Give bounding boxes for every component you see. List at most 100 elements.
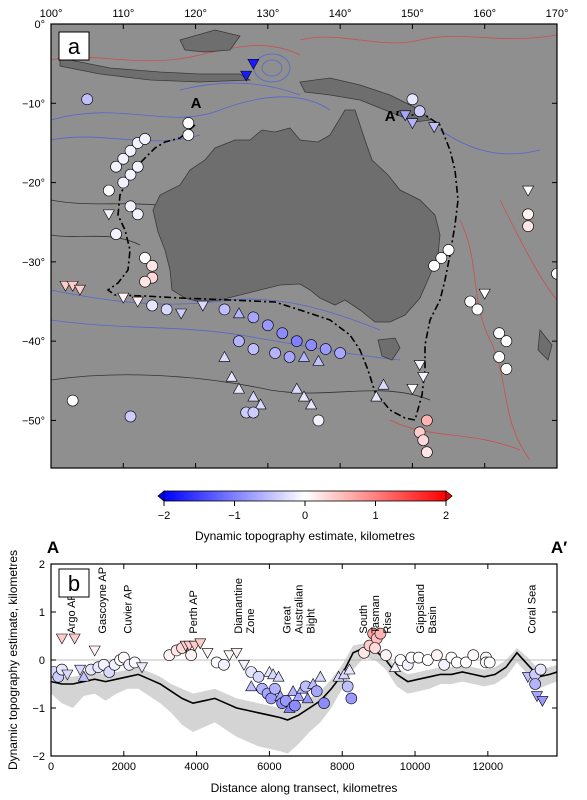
map-observation-marker xyxy=(493,351,505,363)
profile-observation-marker xyxy=(374,627,387,640)
map-observation-marker xyxy=(551,267,557,280)
feature-annotation: Argo AP xyxy=(66,593,78,633)
profile-observation-marker xyxy=(230,648,243,659)
map-x-tick-label: 130° xyxy=(256,8,279,20)
map-observation-marker xyxy=(406,118,419,130)
map-observation-marker xyxy=(283,351,296,363)
profile-y-tick-label: −2 xyxy=(32,751,45,763)
profile-x-tick-label: 6000 xyxy=(257,761,281,773)
profile-observation-marker xyxy=(68,633,81,645)
feature-annotation-line: Perth AP xyxy=(188,590,200,633)
profile-x-tick-label: 8000 xyxy=(330,761,354,773)
map-x-tick-labels: 100° 110° 120° 130° 140° 150° 160° 170° xyxy=(40,8,569,20)
red-contour xyxy=(499,199,557,301)
map-observation-marker xyxy=(247,343,260,355)
map-observation-marker xyxy=(196,300,209,312)
blue-contour xyxy=(51,319,401,361)
map-observation-marker xyxy=(247,311,260,324)
map-observation-marker xyxy=(218,350,231,362)
map-observation-marker xyxy=(435,252,448,264)
tasmania-landmass xyxy=(377,337,401,361)
feature-annotation: Gascoyne AP xyxy=(97,567,109,634)
profile-observation-marker xyxy=(310,685,323,698)
map-observation-marker xyxy=(225,370,238,382)
panel-b-label-box xyxy=(58,568,90,598)
profile-tick-marks: 0 2000 4000 6000 8000 10000 12000 2 1 0 −1 −2 xyxy=(32,559,557,773)
map-observation-marker xyxy=(522,208,534,221)
map-observation-marker xyxy=(232,382,245,394)
map-observation-marker xyxy=(377,378,390,390)
map-observation-marker xyxy=(297,350,311,362)
map-observation-marker xyxy=(131,208,144,221)
profile-observation-marker xyxy=(77,670,90,682)
map-observation-marker xyxy=(232,307,245,319)
map-observation-marker xyxy=(464,295,477,308)
map-observation-marker xyxy=(290,335,303,347)
new-zealand-landmass xyxy=(537,328,553,361)
profile-y-axis-label: Dynamic topography estimate, kilometres xyxy=(6,550,20,770)
colorbar-label: Dynamic topography estimate, kilometres xyxy=(195,529,415,543)
map-transect-start-label: A xyxy=(191,95,202,112)
profile-observation-marker xyxy=(534,663,547,676)
map-observation-marker xyxy=(124,410,137,423)
map-observation-marker xyxy=(160,303,173,316)
map-observation-marker xyxy=(247,406,260,419)
profile-observation-marker xyxy=(61,669,74,681)
colorbar-ticks: −2 −1 0 1 2 xyxy=(158,501,449,522)
profile-y-tick-label: 0 xyxy=(39,655,45,667)
map-observation-marker xyxy=(421,446,433,458)
red-contour xyxy=(389,419,521,451)
map-observation-marker xyxy=(319,343,332,355)
profile-observation-marker xyxy=(74,664,87,676)
map-observation-marker xyxy=(124,200,137,213)
colorbar-low-arrow xyxy=(157,490,165,502)
profile-observations xyxy=(51,627,549,713)
map-y-tick-label: −30° xyxy=(22,257,45,269)
feature-annotation-line: Gascoyne AP xyxy=(97,567,109,634)
profile-observation-marker xyxy=(287,685,300,696)
map-observation-marker xyxy=(146,260,158,272)
map-observation-marker xyxy=(399,110,412,122)
profile-transect-end-label: A′ xyxy=(551,538,567,557)
map-observation-marker xyxy=(269,347,281,359)
profile-y-tick-label: −1 xyxy=(32,703,45,715)
profile-observation-marker xyxy=(223,650,236,662)
profile-observation-marker xyxy=(467,649,480,662)
map-observation-marker xyxy=(124,145,137,157)
map-observation-marker xyxy=(522,220,534,232)
map-y-tick-label: −40° xyxy=(22,336,45,348)
panel-a-label: a xyxy=(68,34,81,59)
map-observation-marker xyxy=(276,327,289,340)
map-observation-marker xyxy=(478,288,491,300)
map-observation-marker xyxy=(406,384,419,395)
map-observation-marker xyxy=(406,93,419,106)
profile-observation-marker xyxy=(421,654,434,666)
blue-contour xyxy=(51,134,201,142)
colorbar-tick-label: 2 xyxy=(443,510,449,522)
profile-observation-marker xyxy=(289,699,301,712)
profile-observation-marker xyxy=(536,696,549,707)
map-observation-marker xyxy=(81,93,93,106)
profile-observation-marker xyxy=(341,680,354,693)
feature-annotation-line: Zone xyxy=(245,609,257,634)
map-observation-marker xyxy=(297,390,311,402)
map-observation-marker xyxy=(117,292,130,304)
profile-observation-marker xyxy=(194,638,207,650)
map-y-tick-label: 0° xyxy=(34,19,45,31)
colorbar-tick-label: 1 xyxy=(372,510,378,522)
map-y-tick-labels: 0° −10° −20° −30° −40° −50° xyxy=(22,19,45,427)
profile-observation-marker xyxy=(201,648,214,659)
grey-contour xyxy=(51,374,431,401)
profile-observation-marker xyxy=(269,682,281,695)
model-uncertainty-band xyxy=(51,643,557,754)
map-observation-marker xyxy=(110,228,122,240)
feature-annotation: Coral Sea xyxy=(527,584,539,634)
map-observation-marker xyxy=(110,160,122,173)
map-observation-marker xyxy=(73,284,86,296)
map-y-tick-label: −50° xyxy=(22,415,45,427)
map-observation-marker xyxy=(500,363,513,375)
map-observation-marker xyxy=(131,296,144,308)
map-observation-marker xyxy=(139,133,151,145)
profile-x-tick-label: 4000 xyxy=(184,761,208,773)
profile-observation-marker xyxy=(529,678,541,690)
